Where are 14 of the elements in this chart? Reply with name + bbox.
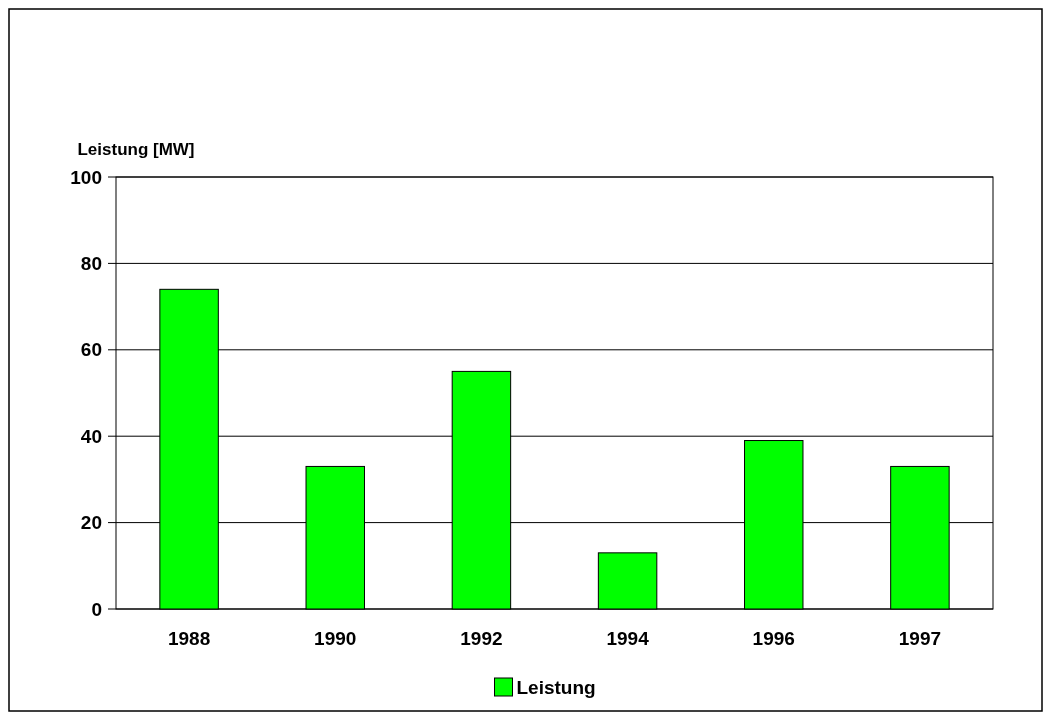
- x-tick-label: 1997: [898, 628, 942, 649]
- x-tick-label: 1996: [752, 628, 795, 649]
- y-tick-label: 60: [80, 339, 102, 361]
- y-tick-label: 80: [80, 253, 102, 275]
- y-axis-title: Leistung [MW]: [77, 140, 195, 159]
- y-tick-label: 0: [91, 598, 102, 620]
- x-tick-label: 1990: [314, 628, 357, 649]
- legend-label: Leistung: [516, 676, 596, 698]
- x-tick-label: 1994: [606, 628, 650, 649]
- x-tick-label: 1988: [167, 628, 211, 649]
- x-tick-label: 1992: [460, 628, 503, 649]
- y-tick-label: 100: [70, 166, 102, 188]
- y-tick-label: 20: [80, 512, 102, 534]
- y-tick-label: 40: [80, 425, 102, 447]
